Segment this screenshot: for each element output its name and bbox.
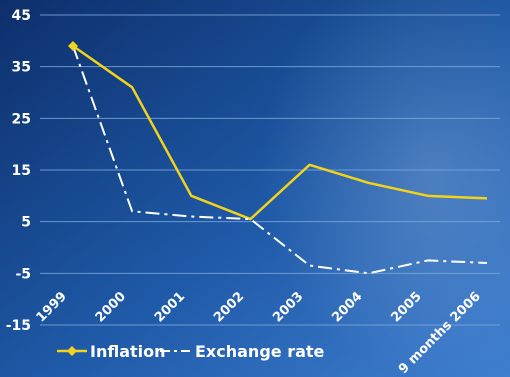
y-tick-label: 5 [21, 215, 31, 231]
legend: Inflation Exchange rate [57, 342, 325, 361]
y-tick-label: -15 [6, 318, 31, 334]
background-glow [260, 0, 510, 377]
legend-marker-inflation [67, 346, 77, 356]
grid-lines [40, 14, 500, 326]
y-tick-label: 45 [12, 8, 31, 24]
series-lines [68, 41, 488, 275]
y-tick-label: 25 [12, 111, 31, 127]
legend-label-inflation: Inflation [90, 342, 166, 361]
y-axis-ticks: 45 35 25 15 5 -5 -15 [6, 8, 31, 334]
y-tick-label: 35 [12, 60, 31, 76]
exchange-rate-line [72, 45, 488, 275]
y-tick-label: -5 [15, 266, 31, 282]
legend-label-exchange-rate: Exchange rate [195, 342, 325, 361]
y-tick-label: 15 [12, 163, 31, 179]
inflation-line [72, 44, 488, 221]
inflation-marker [68, 41, 78, 51]
